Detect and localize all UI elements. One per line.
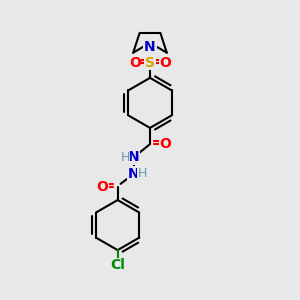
Text: N: N [144,40,156,54]
Text: N: N [128,150,140,164]
Text: O: O [159,56,171,70]
Text: O: O [159,137,171,151]
Text: H: H [137,167,147,180]
Text: O: O [129,56,141,70]
Text: Cl: Cl [110,258,125,272]
Text: S: S [145,56,155,70]
Text: N: N [128,167,140,181]
Text: O: O [96,180,108,194]
Text: H: H [121,151,130,164]
